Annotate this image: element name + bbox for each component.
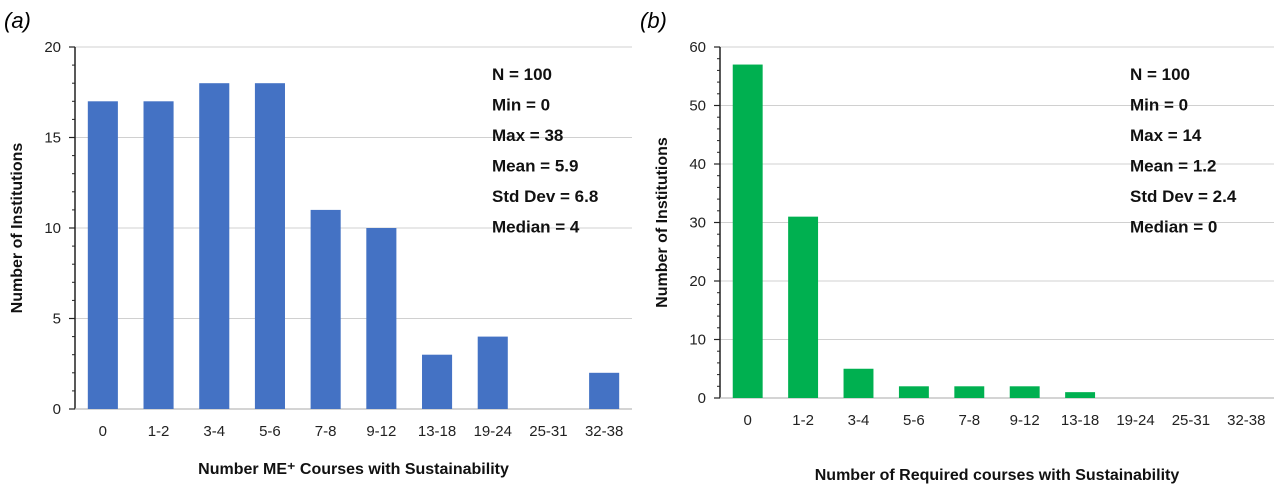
y-tick-label: 20 (689, 273, 706, 290)
stats-annotation-line: Median = 4 (492, 218, 580, 237)
x-tick-label: 7-8 (958, 412, 980, 429)
stats-annotation-line: Mean = 5.9 (492, 157, 578, 176)
y-axis-title: Number of Institutions (9, 143, 26, 314)
y-tick-label: 15 (44, 130, 61, 147)
bar-0 (87, 101, 118, 410)
x-tick-label: 19-24 (1116, 412, 1154, 429)
stats-annotation-line: Std Dev = 2.4 (1130, 187, 1237, 206)
x-axis-title: Number of Required courses with Sustaina… (815, 467, 1180, 484)
bar-9-12 (366, 228, 397, 409)
bar-3-4 (843, 368, 874, 398)
y-tick-label: 0 (698, 390, 706, 407)
y-tick-label: 0 (53, 401, 61, 418)
stats-annotation-line: Max = 14 (1130, 126, 1202, 145)
panel-a-chart: (a) 0 5 10 15 20 0 1-2 3-4 5-6 7-8 9-12 13-18 19-24 25… (4, 8, 632, 478)
x-tick-label: 19-24 (474, 423, 512, 440)
stats-annotation-line: Median = 0 (1130, 218, 1217, 237)
y-tick-label: 5 (53, 311, 61, 328)
x-tick-label: 0 (99, 423, 107, 440)
y-axis-title: Number of Institutions (654, 137, 671, 308)
y-tick-label: 20 (44, 39, 61, 56)
y-tick-label: 40 (689, 156, 706, 173)
x-tick-label: 3-4 (848, 412, 870, 429)
bar-1-2 (788, 216, 819, 398)
panel-label: (a) (4, 8, 31, 33)
x-tick-label: 32-38 (585, 423, 623, 440)
x-tick-label: 9-12 (366, 423, 396, 440)
bar-9-12 (1009, 386, 1040, 398)
bar-1-2 (143, 101, 174, 410)
x-tick-label: 13-18 (1061, 412, 1099, 429)
stats-annotation-line: N = 100 (492, 65, 552, 84)
x-tick-label: 1-2 (792, 412, 814, 429)
y-tick-label: 60 (689, 39, 706, 56)
bar-7-8 (954, 386, 985, 398)
x-tick-label: 13-18 (418, 423, 456, 440)
x-tick-label: 1-2 (148, 423, 170, 440)
stats-annotation-line: Min = 0 (1130, 96, 1188, 115)
bar-7-8 (310, 209, 341, 409)
bar-5-6 (254, 83, 285, 409)
stats-annotation-line: Std Dev = 6.8 (492, 187, 598, 206)
y-tick-label: 10 (44, 220, 61, 237)
x-axis-title: Number ME⁺ Courses with Sustainability (198, 461, 509, 478)
stats-annotation-line: Min = 0 (492, 96, 550, 115)
y-tick-label: 10 (689, 332, 706, 349)
y-tick-label: 50 (689, 98, 706, 115)
panel-b-chart: (b) 0 10 20 30 40 50 60 0 1-2 3-4 5-6 7-8 9-12 13-18 19… (640, 8, 1274, 484)
x-tick-label: 3-4 (203, 423, 225, 440)
bar-3-4 (199, 83, 230, 409)
bar-0 (732, 64, 763, 399)
x-tick-label: 9-12 (1010, 412, 1040, 429)
x-tick-label: 0 (744, 412, 752, 429)
x-tick-label: 5-6 (259, 423, 281, 440)
stats-annotation-line: Mean = 1.2 (1130, 157, 1216, 176)
bar-32-38 (589, 372, 620, 409)
stats-annotation-line: N = 100 (1130, 65, 1190, 84)
y-tick-label: 30 (689, 215, 706, 232)
x-tick-label: 7-8 (315, 423, 337, 440)
panel-label: (b) (640, 8, 667, 33)
bar-13-18 (422, 354, 453, 409)
x-tick-label: 5-6 (903, 412, 925, 429)
bar-5-6 (898, 386, 929, 398)
x-tick-label: 32-38 (1227, 412, 1265, 429)
bar-19-24 (477, 336, 508, 409)
x-tick-label: 25-31 (1172, 412, 1210, 429)
bar-13-18 (1065, 392, 1096, 398)
x-tick-label: 25-31 (529, 423, 567, 440)
stats-annotation-line: Max = 38 (492, 126, 563, 145)
